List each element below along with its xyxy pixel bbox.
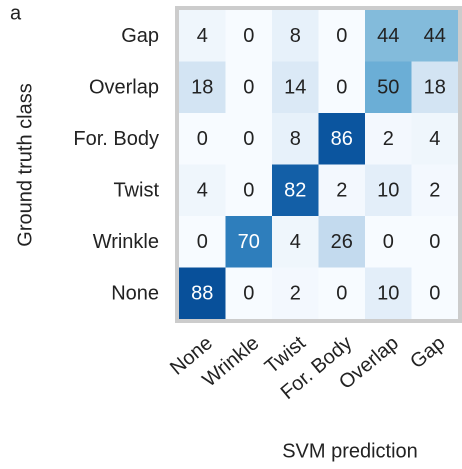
heatmap-cell xyxy=(318,267,365,319)
heatmap-cell xyxy=(179,10,226,62)
heatmap-cell xyxy=(272,113,319,165)
heatmap-cell xyxy=(179,216,226,268)
heatmap-cell xyxy=(179,61,226,113)
x-tick-label: Gap xyxy=(406,332,449,373)
cell-label: 88 xyxy=(191,283,213,305)
heatmap-cell xyxy=(272,216,319,268)
heatmap-cell xyxy=(411,10,458,62)
cell-label: 8 xyxy=(290,128,301,150)
y-tick-label: Gap xyxy=(121,25,159,47)
y-tick-label: Wrinkle xyxy=(93,231,159,253)
y-axis-label: Ground truth class xyxy=(14,83,36,246)
cell-label: 0 xyxy=(243,25,254,47)
y-tick-label: None xyxy=(111,283,159,305)
heatmap-cell xyxy=(179,164,226,216)
cell-label: 4 xyxy=(429,128,440,150)
cell-label: 0 xyxy=(197,128,208,150)
heatmap-cell xyxy=(225,113,272,165)
heatmap-cell xyxy=(365,164,412,216)
heatmap-cell xyxy=(318,61,365,113)
heatmap-cell xyxy=(318,10,365,62)
cell-label: 50 xyxy=(377,77,399,99)
cell-label: 18 xyxy=(191,77,213,99)
cell-label: 2 xyxy=(383,128,394,150)
cell-label: 0 xyxy=(336,283,347,305)
cell-label: 0 xyxy=(243,180,254,202)
heatmap-cell xyxy=(365,61,412,113)
heatmap-cell xyxy=(225,164,272,216)
cell-label: 70 xyxy=(238,231,260,253)
heatmap-cell xyxy=(225,10,272,62)
cell-label: 44 xyxy=(424,25,446,47)
heatmap-cell xyxy=(272,61,319,113)
cell-label: 0 xyxy=(336,25,347,47)
heatmap-cell xyxy=(318,216,365,268)
heatmap-cell xyxy=(179,267,226,319)
heatmap-cell xyxy=(365,267,412,319)
cell-label: 8 xyxy=(290,25,301,47)
cell-label: 82 xyxy=(284,180,306,202)
heatmap-cell xyxy=(318,164,365,216)
cell-label: 2 xyxy=(336,180,347,202)
heatmap-cell xyxy=(411,164,458,216)
cell-label: 0 xyxy=(243,128,254,150)
cell-label: 10 xyxy=(377,180,399,202)
cell-label: 4 xyxy=(197,180,208,202)
y-tick-label: Overlap xyxy=(89,77,159,99)
matrix-frame xyxy=(175,6,462,323)
cell-label: 0 xyxy=(429,283,440,305)
cell-label: 14 xyxy=(284,77,306,99)
heatmap-cell xyxy=(225,216,272,268)
cell-label: 10 xyxy=(377,283,399,305)
cell-label: 4 xyxy=(197,25,208,47)
y-tick-label: For. Body xyxy=(73,128,159,150)
heatmap-cell xyxy=(272,164,319,216)
cell-label: 0 xyxy=(336,77,347,99)
panel-label: a xyxy=(10,2,22,24)
cell-label: 86 xyxy=(331,128,353,150)
cell-label: 2 xyxy=(290,283,301,305)
cell-label: 0 xyxy=(383,231,394,253)
cell-label: 26 xyxy=(331,231,353,253)
heatmap-cell xyxy=(179,113,226,165)
heatmap-cell xyxy=(411,61,458,113)
heatmap-cell xyxy=(225,267,272,319)
y-tick-label: Twist xyxy=(113,180,159,202)
heatmap-cell xyxy=(365,10,412,62)
heatmap-cell xyxy=(411,267,458,319)
cell-label: 0 xyxy=(243,283,254,305)
cell-label: 18 xyxy=(424,77,446,99)
heatmap-cell xyxy=(411,113,458,165)
heatmap-cell xyxy=(365,113,412,165)
heatmap-cell xyxy=(225,61,272,113)
cell-label: 44 xyxy=(377,25,399,47)
cell-label: 0 xyxy=(429,231,440,253)
heatmap-cell xyxy=(411,216,458,268)
cell-label: 0 xyxy=(243,77,254,99)
heatmap-cell xyxy=(318,113,365,165)
cell-label: 2 xyxy=(429,180,440,202)
x-axis-label: SVM prediction xyxy=(282,440,418,462)
heatmap-cell xyxy=(365,216,412,268)
cell-label: 4 xyxy=(290,231,301,253)
heatmap-cell xyxy=(272,10,319,62)
heatmap-cell xyxy=(272,267,319,319)
cell-label: 0 xyxy=(197,231,208,253)
